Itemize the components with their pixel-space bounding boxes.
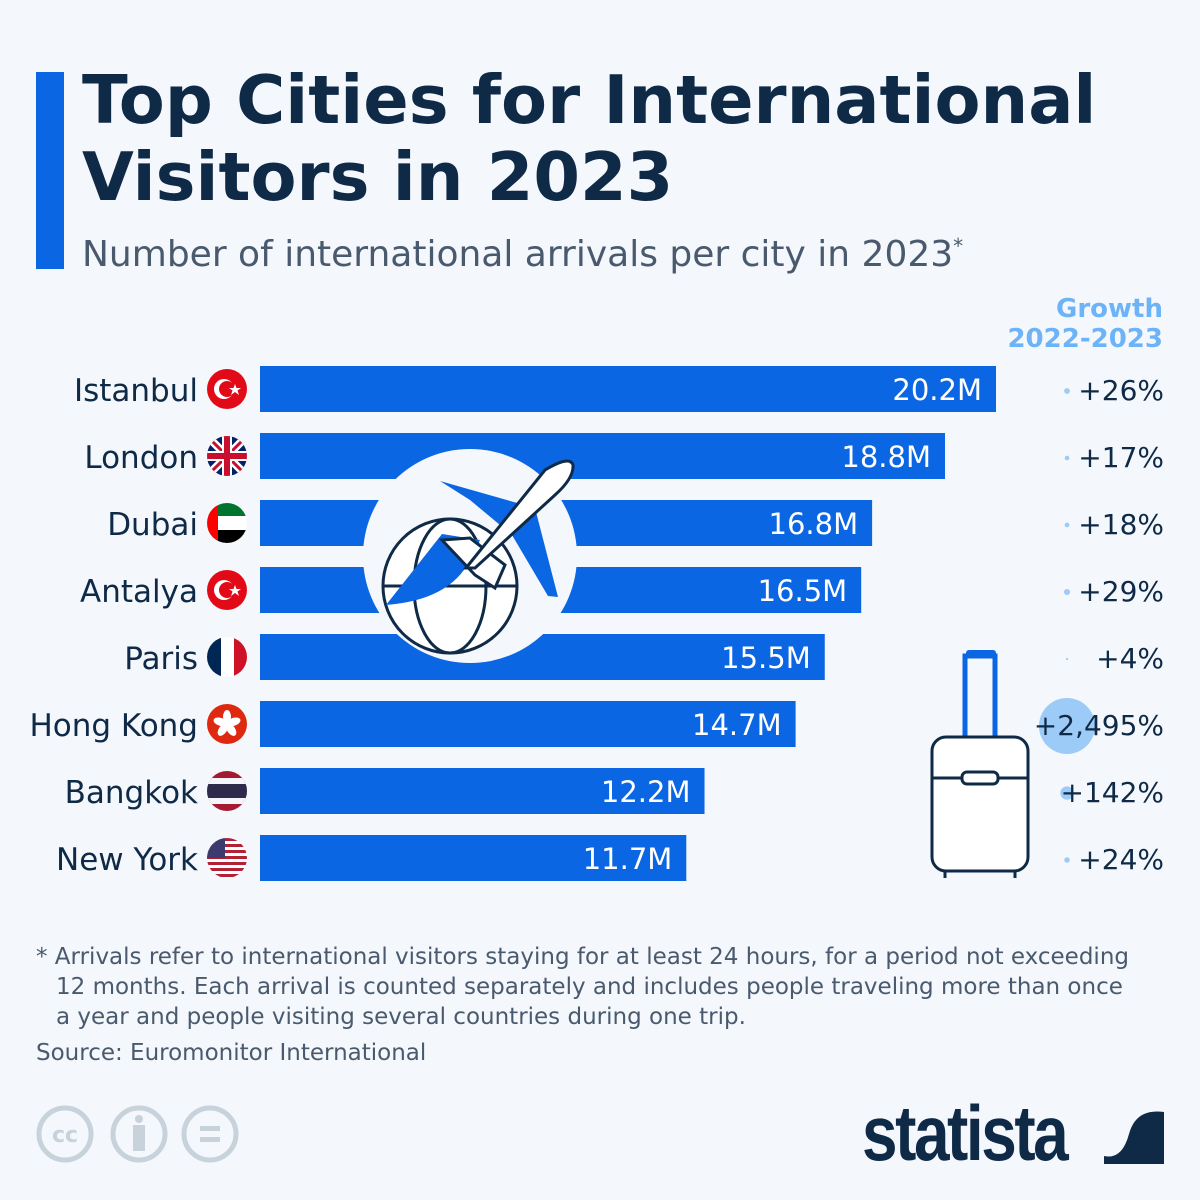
growth-label: +26% <box>1078 374 1164 407</box>
globe-plane-icon <box>363 449 577 663</box>
city-label: Hong Kong <box>29 708 198 744</box>
footnote-line: 12 months. Each arrival is counted separ… <box>56 974 1123 1000</box>
bar-value-label: 14.7M <box>692 708 782 742</box>
growth-label: +4% <box>1096 642 1164 675</box>
growth-header: Growth 2022-2023 <box>1007 294 1163 354</box>
bar-paris <box>260 634 825 680</box>
source: Source: Euromonitor International <box>36 1040 427 1066</box>
footnote-marker: * <box>953 234 964 258</box>
growth-bubble <box>1065 657 1069 661</box>
footnote-line: * Arrivals refer to international visito… <box>36 944 1129 970</box>
bar-value-label: 20.2M <box>892 373 982 407</box>
bar-chart: 20.2M Istanbul 18.8M London 16.8M Dubai 16.5M A… <box>29 366 1164 881</box>
city-label: Dubai <box>107 507 198 543</box>
footnote: * Arrivals refer to international visito… <box>36 942 1156 1032</box>
bar-value-label: 11.7M <box>583 842 673 876</box>
growth-bubble <box>1060 786 1074 800</box>
bar-london <box>260 433 945 479</box>
thailand-flag-icon <box>207 771 247 811</box>
hong-kong-flag-icon <box>207 704 247 744</box>
subtitle: Number of international arrivals per cit… <box>82 234 963 275</box>
bar-istanbul <box>260 366 996 412</box>
growth-bubble <box>1039 698 1095 754</box>
growth-label: +17% <box>1078 441 1164 474</box>
bar-hong-kong <box>260 701 796 747</box>
turkey-flag-icon <box>207 570 247 610</box>
title-line-2: Visitors in 2023 <box>82 138 674 216</box>
growth-label: +142% <box>1060 776 1164 809</box>
title-line-1: Top Cities for International <box>82 61 1097 139</box>
city-label: Paris <box>124 641 198 677</box>
city-label: New York <box>56 842 198 878</box>
growth-label: +24% <box>1078 843 1164 876</box>
subtitle-text: Number of international arrivals per cit… <box>82 234 954 275</box>
growth-label: +29% <box>1078 575 1164 608</box>
title-accent-bar <box>36 72 64 269</box>
growth-bubble <box>1064 522 1070 528</box>
turkey-flag-icon <box>207 369 247 409</box>
growth-label: +2,495% <box>1034 709 1164 742</box>
growth-label: +18% <box>1078 508 1164 541</box>
svg-text:cc: cc <box>52 1123 78 1148</box>
city-label: London <box>84 440 198 476</box>
city-label: Bangkok <box>65 775 198 811</box>
license-icons[interactable]: cc <box>36 1104 246 1168</box>
france-flag-icon <box>207 637 247 677</box>
statista-logo-mark <box>1104 1104 1164 1164</box>
footnote-line: a year and people visiting several count… <box>56 1004 746 1030</box>
city-label: Antalya <box>80 574 198 610</box>
growth-bubble <box>1063 588 1071 596</box>
statista-logo[interactable]: statista <box>862 1089 1069 1177</box>
united-kingdom-flag-icon <box>207 436 247 476</box>
growth-header-line2: 2022-2023 <box>1007 324 1163 354</box>
growth-bubble <box>1064 857 1070 863</box>
page-title: Top Cities for International Visitors in … <box>82 62 1096 216</box>
uae-flag-icon <box>207 503 247 543</box>
suitcase-icon <box>930 650 1030 878</box>
bar-value-label: 16.5M <box>758 574 848 608</box>
bar-value-label: 12.2M <box>601 775 691 809</box>
growth-bubble <box>1064 388 1070 394</box>
bar-value-label: 16.8M <box>769 507 859 541</box>
cc-icon <box>36 1105 94 1163</box>
bar-bangkok <box>260 768 705 814</box>
no-derivatives-icon <box>181 1105 239 1163</box>
bar-value-label: 15.5M <box>721 641 811 675</box>
usa-flag-icon <box>207 838 247 878</box>
growth-header-line1: Growth <box>1056 294 1163 324</box>
bar-value-label: 18.8M <box>841 440 931 474</box>
city-label: Istanbul <box>74 373 198 409</box>
attribution-icon <box>110 1105 168 1163</box>
bar-new-york <box>260 835 687 881</box>
growth-bubble <box>1064 455 1070 461</box>
